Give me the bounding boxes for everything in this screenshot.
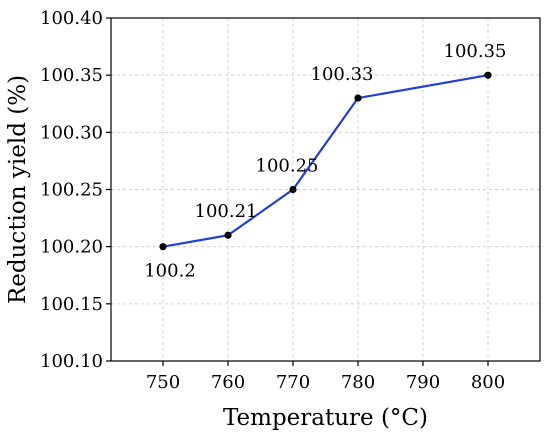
y-axis-title: Reduction yield (%)	[5, 75, 31, 304]
data-point	[354, 94, 362, 102]
series-layer	[159, 71, 492, 251]
y-tick-label: 100.20	[40, 237, 103, 258]
y-tick-label: 100.35	[40, 65, 103, 86]
y-tick-label: 100.15	[40, 294, 103, 315]
x-tick-label: 790	[406, 372, 440, 393]
data-point	[224, 231, 232, 239]
y-tick-label: 100.40	[40, 8, 103, 29]
data-point	[159, 243, 167, 251]
data-label: 100.33	[311, 64, 374, 85]
data-point	[289, 185, 297, 194]
data-label: 100.35	[444, 41, 507, 62]
x-tick-label: 780	[341, 372, 375, 393]
y-tick-label: 100.30	[40, 122, 103, 143]
x-tick-label: 770	[276, 372, 310, 393]
y-tick-label: 100.25	[40, 180, 103, 201]
x-tick-label: 750	[146, 372, 180, 393]
x-tick-label: 760	[211, 372, 245, 393]
data-label: 100.21	[195, 201, 258, 222]
tick-layer: 750 760 770 780 790 800 100.10 100.15 100.20 100.…	[40, 8, 505, 393]
x-tick-label: 800	[471, 372, 505, 393]
data-label: 100.25	[256, 156, 319, 177]
x-axis-title: Temperature (°C)	[223, 405, 428, 431]
data-point	[484, 71, 492, 79]
data-label-layer: 100.2 100.21 100.25 100.33 100.35	[144, 41, 506, 281]
data-label: 100.2	[144, 261, 196, 282]
y-tick-label: 100.10	[40, 351, 103, 372]
